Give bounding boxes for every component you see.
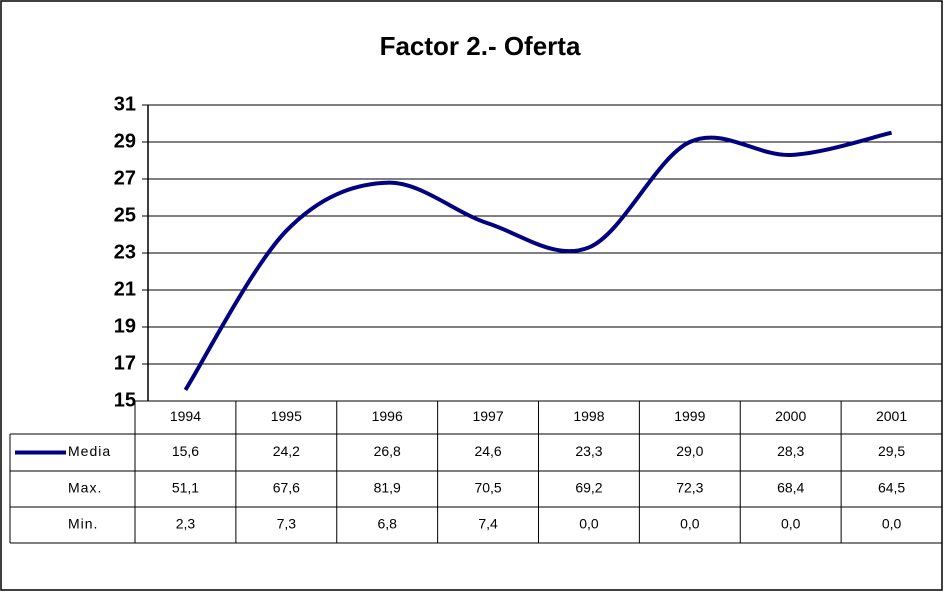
table-cell: 70,5 xyxy=(474,480,501,496)
y-tick-label: 31 xyxy=(114,93,136,115)
table-row-label: Max. xyxy=(68,480,102,496)
y-tick-label: 21 xyxy=(114,278,136,300)
table-cell: 64,5 xyxy=(878,480,905,496)
x-tick-label: 1996 xyxy=(372,408,403,424)
y-tick-label: 15 xyxy=(114,389,136,411)
table-cell: 0,0 xyxy=(579,516,599,532)
y-tick-label: 23 xyxy=(114,241,136,263)
table-cell: 23,3 xyxy=(575,443,602,459)
table-cell: 51,1 xyxy=(172,480,199,496)
table-cell: 26,8 xyxy=(374,443,401,459)
table-cell: 0,0 xyxy=(781,516,801,532)
y-tick-label: 17 xyxy=(114,352,136,374)
line xyxy=(183,130,892,391)
table-cell: 72,3 xyxy=(676,480,703,496)
table-cell: 0,0 xyxy=(680,516,700,532)
legend-label: Media xyxy=(68,443,111,459)
table-cell: 2,3 xyxy=(176,516,196,532)
table-cell: 7,4 xyxy=(478,516,498,532)
y-tick-label: 19 xyxy=(114,315,136,337)
table-cell: 15,6 xyxy=(172,443,199,459)
chart-title: Factor 2.- Oferta xyxy=(380,31,581,61)
x-tick-label: 1998 xyxy=(573,408,604,424)
table-cell: 28,3 xyxy=(777,443,804,459)
table-cell: 24,2 xyxy=(273,443,300,459)
table-cell: 67,6 xyxy=(273,480,300,496)
table-cell: 0,0 xyxy=(882,516,902,532)
table-cell: 24,6 xyxy=(474,443,501,459)
x-tick-label: 1997 xyxy=(472,408,503,424)
table-cell: 69,2 xyxy=(575,480,602,496)
y-tick-label: 25 xyxy=(114,204,136,226)
y-tick-label: 29 xyxy=(114,130,136,152)
table-cell: 68,4 xyxy=(777,480,804,496)
table-cell: 81,9 xyxy=(374,480,401,496)
table-row-label: Min. xyxy=(68,516,98,532)
x-tick-label: 1999 xyxy=(674,408,705,424)
table-cell: 29,0 xyxy=(676,443,703,459)
x-tick-label: 1994 xyxy=(170,408,201,424)
x-tick-label: 2001 xyxy=(876,408,907,424)
x-tick-label: 1995 xyxy=(271,408,302,424)
table-cell: 29,5 xyxy=(878,443,905,459)
table-cell: 7,3 xyxy=(277,516,297,532)
table-cell: 6,8 xyxy=(377,516,397,532)
x-tick-label: 2000 xyxy=(775,408,806,424)
y-tick-label: 27 xyxy=(114,167,136,189)
